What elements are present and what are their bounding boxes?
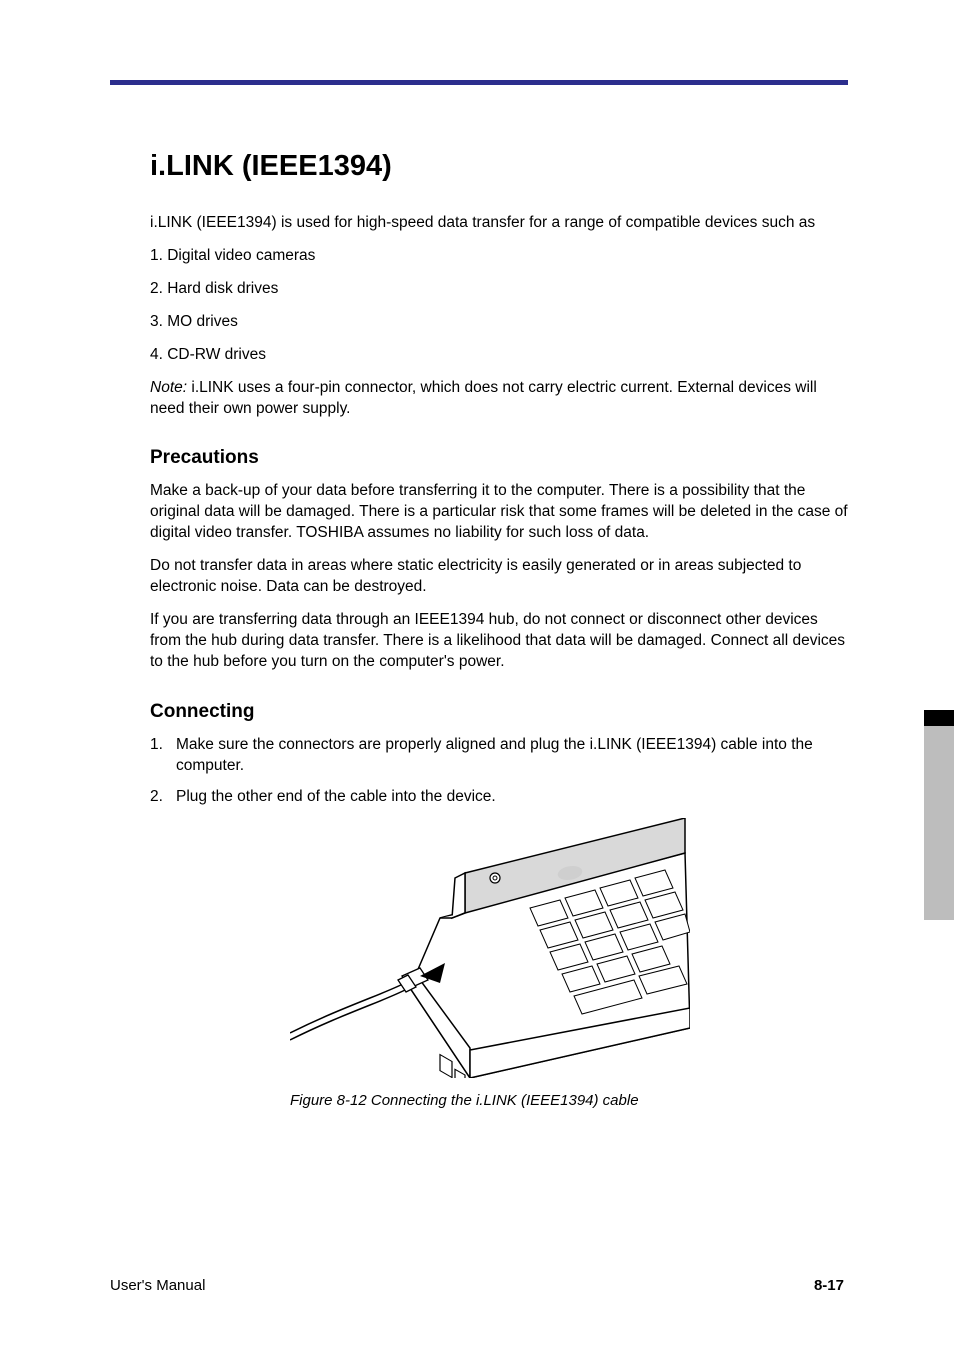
laptop-illustration [290, 818, 690, 1078]
note-paragraph: Note: i.LINK uses a four-pin connector, … [150, 378, 850, 420]
page-content: i.LINK (IEEE1394) i.LINK (IEEE1394) is u… [150, 150, 850, 1123]
step-2-text: Plug the other end of the cable into the… [176, 788, 496, 805]
heading-ilink: i.LINK (IEEE1394) [150, 150, 850, 183]
step-1-text: Make sure the connectors are properly al… [176, 736, 813, 774]
intro-paragraph: i.LINK (IEEE1394) is used for high-speed… [150, 213, 850, 234]
connecting-steps: 1.Make sure the connectors are properly … [150, 735, 850, 808]
footer-left: User's Manual [110, 1277, 205, 1294]
heading-precautions: Precautions [150, 447, 850, 469]
note-label: Note: [150, 379, 187, 396]
device-list-2: 2. Hard disk drives [150, 279, 850, 300]
header-rule [110, 80, 848, 85]
figure-caption: Figure 8-12 Connecting the i.LINK (IEEE1… [290, 1091, 850, 1111]
device-list-3: 3. MO drives [150, 312, 850, 333]
precaution-1: Make a back-up of your data before trans… [150, 481, 850, 544]
step-1: 1.Make sure the connectors are properly … [150, 735, 850, 777]
precaution-2: Do not transfer data in areas where stat… [150, 556, 850, 598]
device-list-4: 4. CD-RW drives [150, 345, 850, 366]
figure-ilink-cable [290, 818, 850, 1083]
footer-page-number: 8-17 [814, 1277, 844, 1294]
note-text: i.LINK uses a four-pin connector, which … [150, 379, 817, 417]
step-2: 2.Plug the other end of the cable into t… [150, 787, 850, 808]
device-list-1: 1. Digital video cameras [150, 246, 850, 267]
precaution-3: If you are transferring data through an … [150, 610, 850, 673]
side-tab [924, 710, 954, 920]
heading-connecting: Connecting [150, 701, 850, 723]
side-tab-marker [924, 710, 954, 726]
